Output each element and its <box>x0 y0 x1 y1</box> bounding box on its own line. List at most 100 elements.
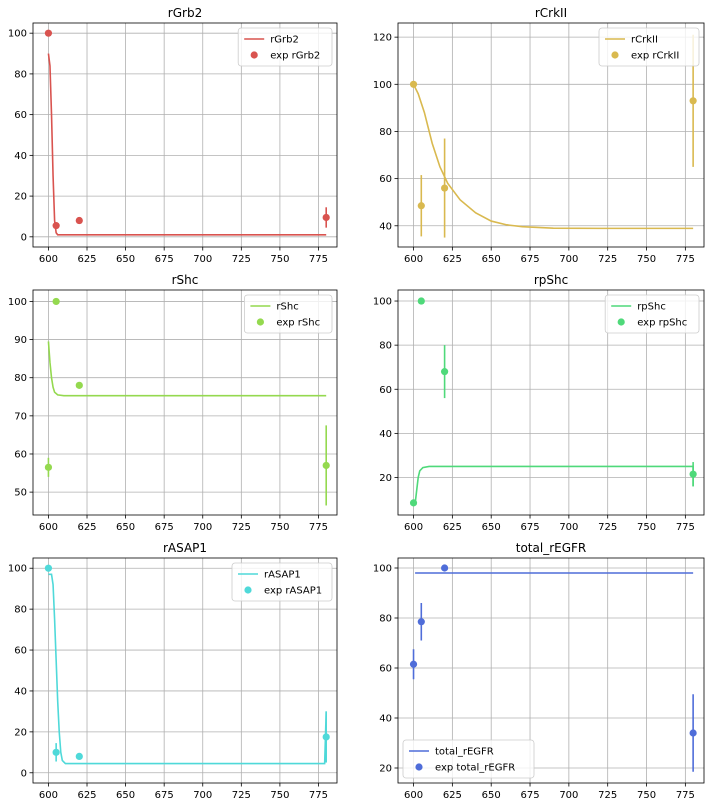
legend-box <box>604 294 700 334</box>
subplot-title: rpShc <box>534 273 568 287</box>
x-tick-label: 750 <box>637 790 656 801</box>
x-tick-label: 700 <box>193 522 212 533</box>
y-tick-label: 100 <box>8 297 27 308</box>
subplot-rpshc: 600 625 650 675 700 725 750 775 20 40 60 80 100 rpShc… <box>373 273 705 533</box>
y-tick-label: 40 <box>14 686 27 697</box>
legend-label-exp: exp rGrb2 <box>270 51 320 62</box>
y-tick-label: 60 <box>379 174 392 185</box>
x-tick-label: 775 <box>676 522 695 533</box>
y-tick-label: 70 <box>14 411 27 422</box>
x-tick-label: 750 <box>637 522 656 533</box>
x-tick-label: 700 <box>193 790 212 801</box>
legend-box <box>237 27 333 67</box>
subplot-rcrkii: 600 625 650 675 700 725 750 775 40 60 80 100 120 rCrk… <box>373 6 705 265</box>
legend-label-exp: exp total_rEGFR <box>435 763 515 774</box>
subplot-title: rASAP1 <box>163 541 207 555</box>
y-tick-label: 80 <box>14 69 27 80</box>
y-tick-label: 60 <box>14 110 27 121</box>
legend-marker-swatch <box>611 51 619 59</box>
subplot-rasap1: 600 625 650 675 700 725 750 775 0 20 40 60 80 100 rASA… <box>8 541 338 801</box>
sim-line-rgrb2 <box>47 53 327 236</box>
legend: rpShc exp rpShc <box>604 294 700 334</box>
data-point <box>417 297 425 305</box>
y-tick-label: 100 <box>373 564 392 575</box>
data-point <box>440 564 449 572</box>
x-tick-label: 750 <box>270 790 289 801</box>
legend-box <box>598 27 700 67</box>
legend-marker-swatch <box>415 763 423 771</box>
x-tick-label: 775 <box>676 254 695 265</box>
x-tick-label: 600 <box>404 790 423 801</box>
y-tick-label: 20 <box>379 473 392 484</box>
x-tick-label: 650 <box>482 790 501 801</box>
y-tick-label: 80 <box>14 373 27 384</box>
y-tick-label: 40 <box>379 714 392 725</box>
y-tick-label: 80 <box>14 605 27 616</box>
x-tick-label: 625 <box>77 254 96 265</box>
legend: rCrkII exp rCrkII <box>598 27 700 67</box>
legend-box <box>243 294 333 334</box>
axes-frame <box>32 289 338 516</box>
y-tick-label: 100 <box>373 297 392 308</box>
legend: rASAP1 exp rASAP1 <box>231 562 333 602</box>
data-point <box>322 733 330 741</box>
legend-box <box>402 739 535 779</box>
legend-marker-swatch <box>256 318 264 326</box>
data-point <box>44 463 53 471</box>
data-point <box>44 564 53 572</box>
grid-lines <box>33 290 337 515</box>
x-tick-label: 675 <box>155 522 174 533</box>
x-tick-label: 775 <box>676 790 695 801</box>
x-tick-label: 625 <box>443 522 462 533</box>
axes-frame <box>32 557 338 784</box>
x-tick-label: 725 <box>598 522 617 533</box>
y-tick-label: 60 <box>14 449 27 460</box>
x-tick-label: 650 <box>482 522 501 533</box>
y-tick-label: 90 <box>14 335 27 346</box>
x-tick-label: 600 <box>39 522 58 533</box>
x-tick-label: 650 <box>116 254 135 265</box>
x-tick-label: 675 <box>155 254 174 265</box>
x-tick-label: 750 <box>637 254 656 265</box>
y-tick-label: 100 <box>8 29 27 40</box>
y-tick-label: 20 <box>379 764 392 775</box>
legend-marker-swatch <box>617 318 625 326</box>
data-point <box>440 184 449 192</box>
x-tick-label: 775 <box>309 254 328 265</box>
legend-label-exp: exp rASAP1 <box>264 586 322 597</box>
sim-line-rshc <box>47 341 327 397</box>
data-point <box>689 97 697 105</box>
data-point <box>75 216 83 225</box>
x-tick-label: 700 <box>559 522 578 533</box>
x-tick-label: 600 <box>39 254 58 265</box>
legend-label-exp: exp rCrkII <box>631 51 679 62</box>
y-tick-label: 120 <box>373 33 392 44</box>
sim-line-rasap1 <box>48 573 327 765</box>
legend-marker-swatch <box>250 51 258 59</box>
data-point <box>52 297 60 306</box>
data-point <box>417 618 425 626</box>
x-tick-label: 700 <box>193 254 212 265</box>
x-tick-label: 750 <box>270 254 289 265</box>
y-tick-label: 60 <box>379 664 392 675</box>
x-tick-label: 600 <box>39 790 58 801</box>
data-point <box>75 381 83 389</box>
legend: rGrb2 exp rGrb2 <box>237 27 333 67</box>
subplot-rgrb2: 600 625 650 675 700 725 750 775 0 20 40 60 80 100 rGrb… <box>8 6 338 265</box>
legend-label-exp: exp rShc <box>276 318 320 329</box>
data-point <box>417 202 425 210</box>
x-tick-label: 700 <box>559 790 578 801</box>
x-tick-label: 650 <box>116 790 135 801</box>
x-tick-label: 750 <box>270 522 289 533</box>
legend-label-sim: rCrkII <box>631 35 658 46</box>
data-point <box>322 461 330 470</box>
data-point <box>409 660 418 668</box>
legend-label-sim: rShc <box>276 302 298 313</box>
y-tick-label: 60 <box>14 646 27 657</box>
y-tick-label: 0 <box>21 232 27 243</box>
legend-label-sim: rpShc <box>637 302 666 313</box>
x-tick-label: 725 <box>232 254 251 265</box>
subplot-title: rShc <box>172 273 199 287</box>
y-tick-label: 80 <box>379 127 392 138</box>
